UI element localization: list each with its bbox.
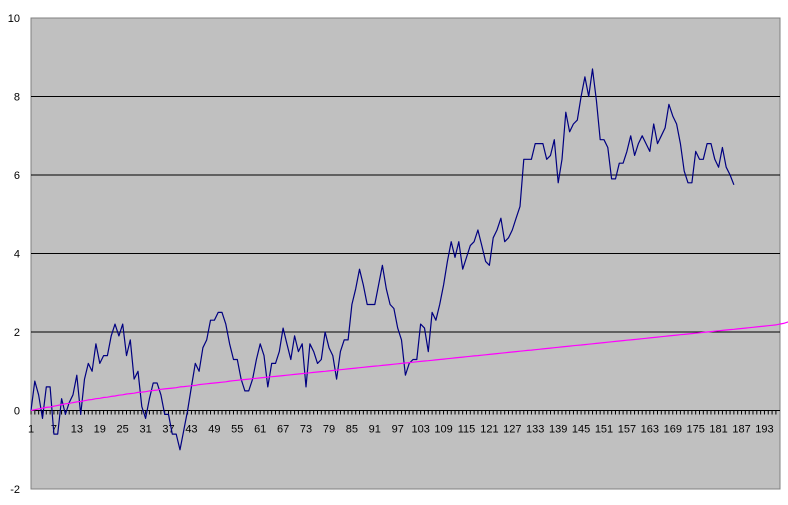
x-tick-label: 103 [411, 424, 429, 436]
x-tick-label: 115 [458, 424, 476, 436]
x-tick-label: 169 [664, 424, 682, 436]
x-tick-label: 187 [732, 424, 750, 436]
y-tick-label: 0 [14, 406, 20, 418]
x-tick-label: 145 [572, 424, 590, 436]
x-tick-label: 151 [595, 424, 613, 436]
y-tick-label: 10 [8, 13, 20, 25]
x-tick-label: 19 [94, 424, 106, 436]
series-lines [30, 68, 788, 451]
x-tick-label: 157 [618, 424, 636, 436]
x-tick-label: 121 [480, 424, 498, 436]
x-tick-label: 91 [369, 424, 381, 436]
x-tick-label: 73 [300, 424, 312, 436]
x-tick-label: 181 [709, 424, 727, 436]
y-tick-label: 6 [14, 170, 20, 182]
x-tick-label: 43 [185, 424, 197, 436]
x-tick-label: 97 [392, 424, 404, 436]
x-tick-label: 67 [277, 424, 289, 436]
x-tick-label: 49 [208, 424, 220, 436]
x-tick-label: 85 [346, 424, 358, 436]
y-tick-label: -2 [10, 484, 20, 496]
x-tick-label: 25 [117, 424, 129, 436]
x-tick-label: 1 [28, 424, 34, 436]
x-tick-label: 163 [641, 424, 659, 436]
series-line-2 [30, 321, 788, 412]
x-axis-ticks: 1 7 13 19 25 31 37 43 49 55 61 67 73 79 85 91 97 103 109 11… [28, 410, 780, 436]
y-axis-ticks: -2 0 2 4 6 8 10 [8, 13, 20, 496]
series-line-1 [30, 68, 735, 451]
x-tick-label: 175 [687, 424, 705, 436]
x-tick-label: 31 [139, 424, 151, 436]
x-tick-label: 13 [71, 424, 83, 436]
x-tick-label: 55 [231, 424, 243, 436]
y-tick-label: 2 [14, 327, 20, 339]
y-tick-label: 8 [14, 92, 20, 104]
y-tick-label: 4 [14, 249, 20, 261]
x-tick-label: 109 [434, 424, 452, 436]
x-tick-label: 133 [526, 424, 544, 436]
x-tick-label: 61 [254, 424, 266, 436]
x-tick-label: 193 [755, 424, 773, 436]
x-tick-label: 127 [503, 424, 521, 436]
x-tick-label: 139 [549, 424, 567, 436]
x-tick-label: 79 [323, 424, 335, 436]
